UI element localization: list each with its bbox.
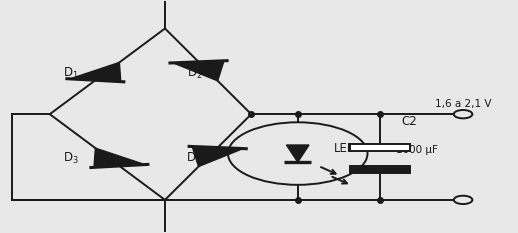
Text: D$_4$: D$_4$ <box>186 151 203 166</box>
Polygon shape <box>70 62 121 82</box>
Text: C2: C2 <box>401 115 417 128</box>
Bar <box>351 166 410 173</box>
Polygon shape <box>192 147 243 167</box>
Polygon shape <box>94 148 145 167</box>
Text: D$_2$: D$_2$ <box>186 66 202 81</box>
Circle shape <box>454 196 472 204</box>
Text: 1000 μF: 1000 μF <box>396 145 438 155</box>
Bar <box>351 144 410 151</box>
Polygon shape <box>286 145 309 162</box>
Text: LED: LED <box>334 142 357 155</box>
Text: D$_3$: D$_3$ <box>63 151 78 166</box>
Circle shape <box>454 110 472 118</box>
Text: 1,6 a 2,1 V: 1,6 a 2,1 V <box>435 99 491 109</box>
Polygon shape <box>173 61 224 81</box>
Text: D$_1$: D$_1$ <box>63 66 78 81</box>
